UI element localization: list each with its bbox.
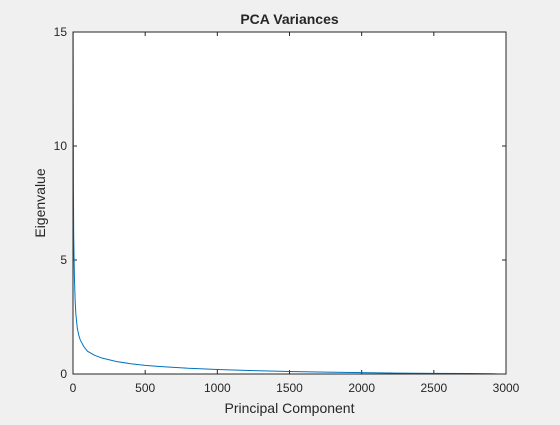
chart-title: PCA Variances bbox=[240, 11, 339, 27]
x-tick-label: 2500 bbox=[420, 381, 447, 395]
x-axis-label: Principal Component bbox=[225, 400, 355, 416]
plot-area bbox=[73, 32, 506, 374]
y-tick-label: 5 bbox=[60, 253, 67, 267]
y-tick-label: 15 bbox=[54, 25, 68, 39]
y-axis-label: Eigenvalue bbox=[32, 168, 48, 237]
x-tick-label: 1500 bbox=[276, 381, 303, 395]
series-line bbox=[72, 31, 499, 375]
y-tick-label: 10 bbox=[54, 139, 68, 153]
x-tick-label: 500 bbox=[135, 381, 155, 395]
x-tick-label: 3000 bbox=[493, 381, 520, 395]
x-tick-label: 0 bbox=[70, 381, 77, 395]
y-tick-label: 0 bbox=[60, 367, 67, 381]
axes-box bbox=[72, 31, 507, 375]
x-tick-label: 2000 bbox=[348, 381, 375, 395]
x-tick-label: 1000 bbox=[204, 381, 231, 395]
